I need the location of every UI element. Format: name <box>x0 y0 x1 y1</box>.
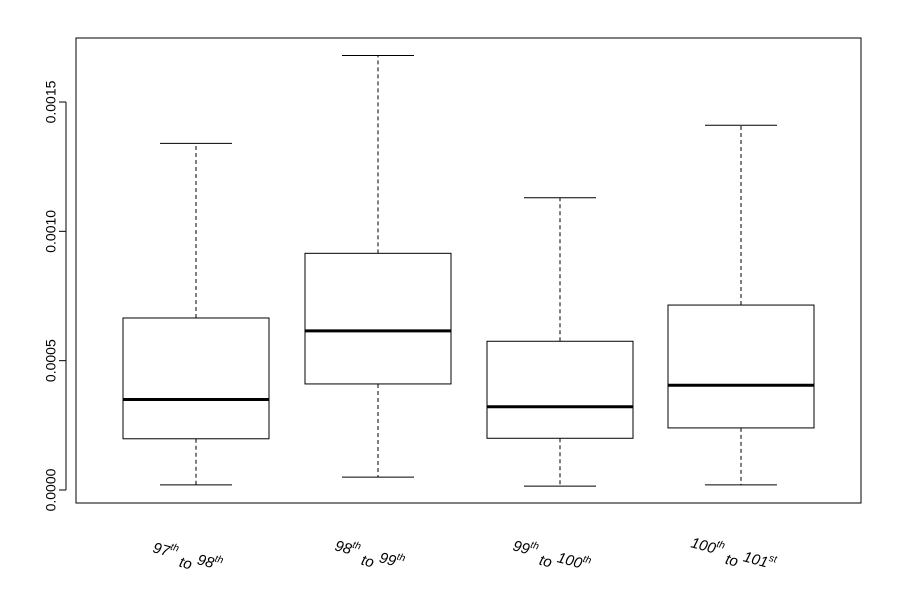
y-tick-label-2: 0.0010 <box>43 210 59 253</box>
iqr-box <box>667 304 815 429</box>
label-part-to_word: to <box>355 551 380 573</box>
y-tick-label-0: 0.0000 <box>43 468 59 511</box>
label-part-to: 99 <box>377 549 398 570</box>
x-category-label-99-100: 99th to 100th <box>509 536 593 582</box>
y-tick-label-3: 0.0015 <box>43 80 59 123</box>
plot-frame <box>75 37 862 504</box>
boxes <box>122 54 815 487</box>
x-category-label-100-101: 100th to 101st <box>687 533 779 581</box>
iqr-box <box>122 317 270 440</box>
label-part-to_word: to <box>173 553 198 575</box>
label-part-to: 98 <box>195 551 216 572</box>
label-part-from_sup: th <box>715 539 726 552</box>
label-part-to_sup: st <box>768 553 780 566</box>
label-part-to_sup: th <box>213 554 224 567</box>
x-category-label-98-99: 98th to 99th <box>331 536 407 580</box>
label-part-from: 99 <box>511 537 532 558</box>
x-category-label-97-98: 97th to 98th <box>149 538 225 582</box>
iqr-box <box>486 340 634 439</box>
label-part-to_word: to <box>719 550 744 572</box>
box-100-101 <box>667 124 815 486</box>
box-98-99 <box>304 54 452 478</box>
label-part-to: 100 <box>555 549 584 572</box>
iqr-box <box>304 252 452 385</box>
y-tick-label-1: 0.0005 <box>43 339 59 382</box>
label-part-to: 101 <box>741 548 770 571</box>
y-axis: 0.0000 0.0005 0.0010 0.0015 <box>43 80 67 511</box>
label-part-to_word: to <box>533 551 558 573</box>
label-part-from_sup: th <box>529 540 540 553</box>
label-part-from: 97 <box>151 539 172 560</box>
label-part-to_sup: th <box>395 552 406 565</box>
label-part-to_sup: th <box>582 554 593 567</box>
box-97-98 <box>122 142 270 486</box>
label-part-from: 100 <box>689 534 718 557</box>
label-part-from_sup: th <box>351 540 362 553</box>
label-part-from: 98 <box>333 537 354 558</box>
label-part-from_sup: th <box>169 542 180 555</box>
box-99-100 <box>486 197 634 487</box>
